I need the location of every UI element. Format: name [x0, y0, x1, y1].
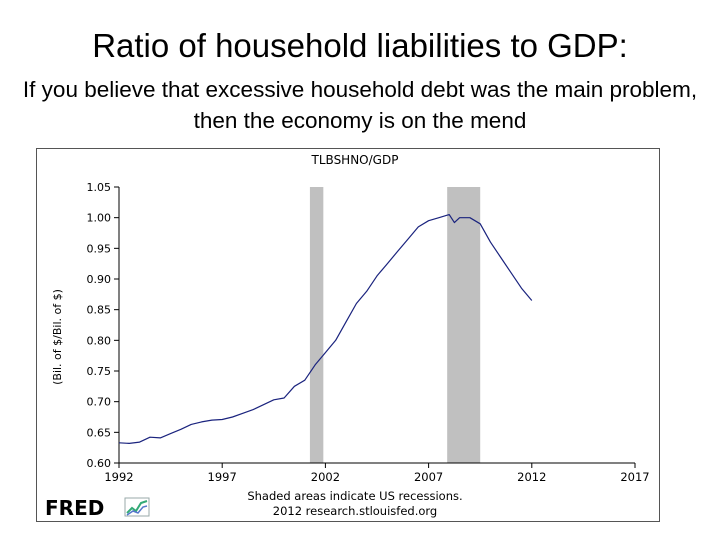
- chart-footer: FRED Shaded areas indicate US recessions…: [45, 489, 463, 520]
- recession-band-2: [447, 187, 481, 463]
- fred-logo: FRED: [45, 496, 104, 520]
- y-tick-label: 0.65: [87, 426, 112, 439]
- y-tick-label: 0.95: [87, 242, 112, 255]
- y-tick-label: 0.60: [87, 457, 112, 470]
- recession-bands: [309, 187, 481, 463]
- axes: 0.60 0.65 0.70 0.75 0.80 0.85 0.90 0.95 1.00 1.05…: [87, 181, 650, 484]
- recession-note: Shaded areas indicate US recessions.: [247, 489, 462, 503]
- fred-logo-chart-icon: [124, 497, 150, 517]
- y-axis-label: (Bil. of $/Bil. of $): [51, 289, 64, 385]
- slide-subtitle: If you believe that excessive household …: [22, 77, 698, 133]
- y-tick-label: 1.05: [87, 181, 112, 194]
- y-tick-label: 0.90: [87, 273, 112, 286]
- x-tick-label: 2007: [414, 470, 443, 484]
- x-tick-label: 1992: [104, 470, 133, 484]
- y-tick-label: 0.85: [87, 304, 112, 317]
- y-tick-label: 0.70: [87, 396, 112, 409]
- y-tick-label: 0.75: [87, 365, 112, 378]
- slide-title: Ratio of household liabilities to GDP:: [92, 27, 628, 64]
- line-chart: TLBSHNO/GDP (Bil. of $/Bil. of $) 0.600.…: [45, 153, 650, 520]
- y-tick-label: 1.00: [87, 212, 112, 225]
- series-lines: [118, 213, 533, 444]
- x-tick-label: 2017: [620, 470, 649, 484]
- recession-band-1: [309, 187, 324, 463]
- chart-title: TLBSHNO/GDP: [311, 153, 399, 167]
- source-note: 2012 research.stlouisfed.org: [273, 504, 437, 518]
- y-tick-label: 0.80: [87, 334, 112, 347]
- x-tick-label: 2002: [311, 470, 340, 484]
- chart-frame: TLBSHNO/GDP (Bil. of $/Bil. of $) 0.60 0.…: [36, 148, 660, 522]
- x-tick-label: 1997: [208, 470, 237, 484]
- series-line-1: [118, 213, 533, 444]
- x-tick-label: 2012: [517, 470, 546, 484]
